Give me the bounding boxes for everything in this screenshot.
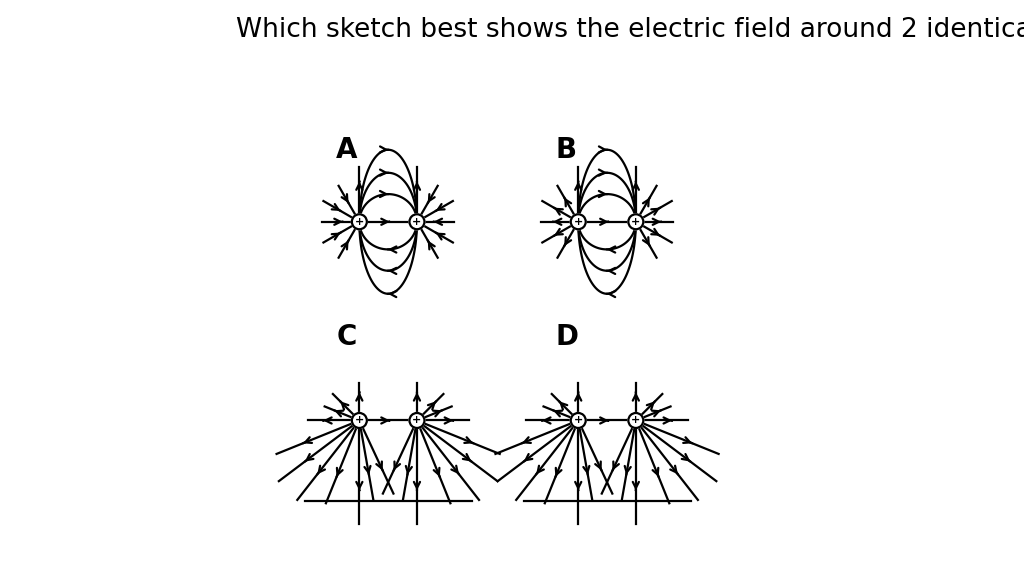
Text: +: + [354,415,364,426]
Circle shape [352,214,367,229]
Circle shape [352,413,367,428]
Circle shape [570,413,586,428]
Text: +: + [573,217,583,227]
Text: +: + [413,415,422,426]
Circle shape [410,214,424,229]
Text: +: + [631,217,640,227]
Text: +: + [354,217,364,227]
Circle shape [570,214,586,229]
Text: Which sketch best shows the electric field around 2 identical protons?: Which sketch best shows the electric fie… [236,17,1024,43]
Text: +: + [413,217,422,227]
Circle shape [410,413,424,428]
Circle shape [629,413,643,428]
Text: B: B [555,136,577,164]
Text: +: + [631,415,640,426]
Text: D: D [555,323,579,351]
Circle shape [629,214,643,229]
Text: A: A [336,136,357,164]
Text: C: C [336,323,356,351]
Text: +: + [573,415,583,426]
